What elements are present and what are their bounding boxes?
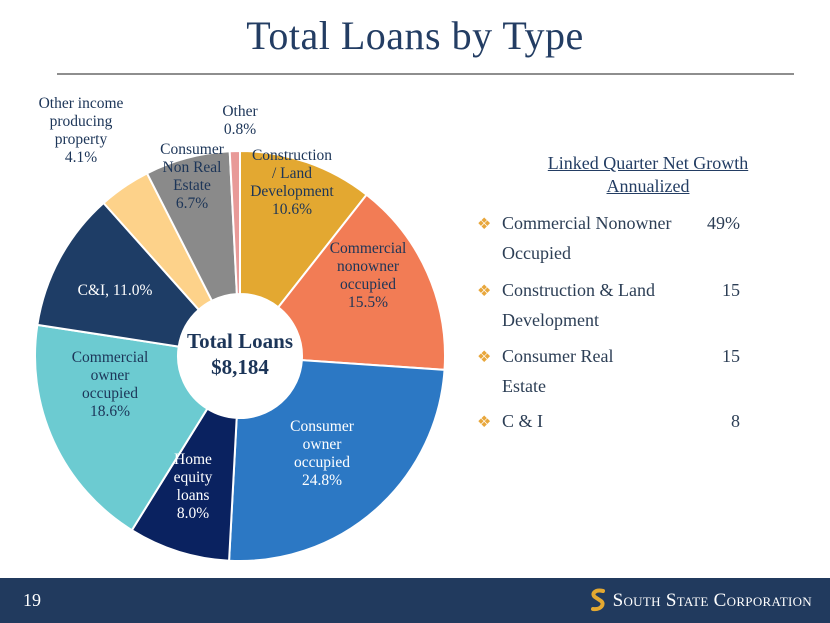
growth-item-value: 15 [722, 280, 740, 300]
growth-item-label-line: Development [502, 310, 599, 330]
footer-bar: 19 South State Corporation [0, 578, 830, 623]
slice-label: nonowner [337, 258, 400, 275]
growth-item-label: C & I [502, 406, 702, 436]
growth-item-label: Consumer Real Estate [502, 341, 702, 401]
slice-label: 15.5% [348, 294, 388, 311]
diamond-bullet-icon: ❖ [477, 283, 492, 300]
slice-label: 18.6% [90, 403, 130, 420]
slice-label: 10.6% [272, 201, 312, 218]
growth-item-label-line: Occupied [502, 243, 571, 263]
page-number: 19 [23, 590, 41, 610]
growth-item-label-line: Consumer Real [502, 346, 614, 366]
slice-label: Consumer [160, 141, 225, 158]
diamond-bullet-icon: ❖ [477, 414, 492, 431]
slice-label: 4.1% [65, 149, 97, 166]
slice-label: Other [222, 103, 258, 120]
diamond-bullet-icon: ❖ [477, 216, 492, 233]
growth-item-label-line: Construction & Land [502, 280, 655, 300]
slice-label: C&I, 11.0% [78, 282, 153, 299]
slice-label: 0.8% [224, 121, 256, 138]
slice-label: producing [50, 113, 113, 130]
slice-label: Other income [39, 95, 124, 112]
slice-label: equity [174, 469, 213, 486]
growth-title-line-1: Linked Quarter Net Growth [547, 153, 749, 173]
donut-hole [178, 294, 302, 418]
slice-label: 6.7% [176, 195, 208, 212]
slice-label: Commercial [72, 349, 149, 366]
slice-label: 24.8% [302, 472, 342, 489]
growth-item-value: 8 [731, 411, 740, 431]
page-title: Total Loans by Type [246, 13, 584, 58]
donut-slice [228, 359, 446, 562]
slice-label: Non Real [163, 159, 222, 176]
center-label-line-1: Total Loans [187, 329, 293, 353]
slice-label: loans [177, 487, 210, 504]
diamond-bullet-icon: ❖ [477, 349, 492, 366]
logo-text: South State Corporation [612, 590, 812, 611]
slice-label: Estate [173, 177, 211, 194]
slice-label: property [55, 131, 108, 148]
slice-label: Development [250, 183, 334, 200]
slice-label: Consumer [290, 418, 355, 435]
slice-label: occupied [82, 385, 138, 402]
slice-label: Construction [252, 147, 332, 164]
growth-item-label-line: Estate [502, 376, 546, 396]
slice-label: Commercial [330, 240, 407, 257]
logo-mark-icon [590, 588, 605, 612]
slice-label: 8.0% [177, 505, 209, 522]
growth-item-value: 49% [707, 213, 740, 233]
growth-title: Linked Quarter Net Growth Annualized [498, 152, 798, 198]
growth-item-label: Commercial Nonowner Occupied [502, 208, 702, 268]
slice-label: occupied [340, 276, 396, 293]
growth-item-label-line: C & I [502, 411, 544, 431]
company-logo: South State Corporation [589, 587, 812, 615]
slice-label: / Land [272, 165, 312, 182]
center-label-line-2: $8,184 [211, 355, 269, 379]
growth-title-line-2: Annualized [606, 176, 690, 196]
growth-item-value: 15 [722, 346, 740, 366]
title-divider [57, 73, 794, 75]
slice-label: occupied [294, 454, 350, 471]
growth-item-label-line: Commercial Nonowner [502, 213, 672, 233]
slice-label: owner [303, 436, 343, 453]
growth-item-label: Construction & Land Development [502, 275, 702, 335]
slice-label: owner [91, 367, 131, 384]
slice-label: Home [174, 451, 212, 468]
